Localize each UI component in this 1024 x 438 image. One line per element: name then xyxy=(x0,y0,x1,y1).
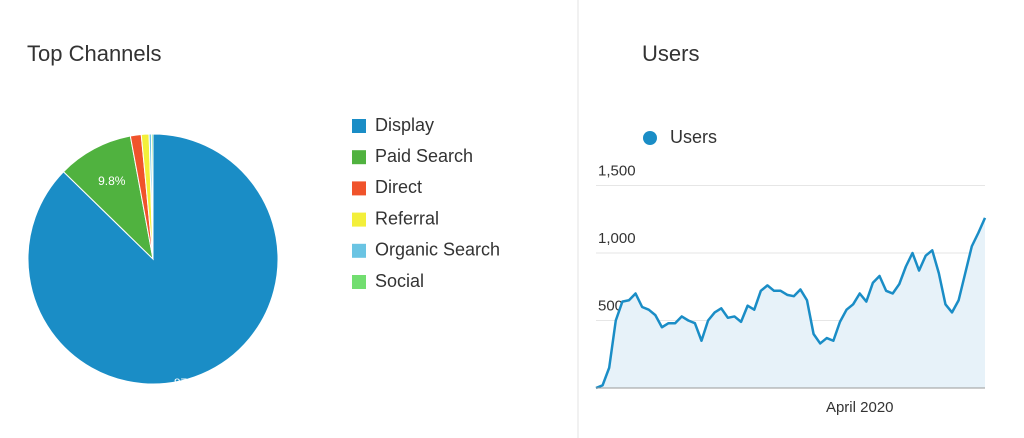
legend-swatch xyxy=(352,119,366,133)
legend-label: Paid Search xyxy=(375,146,473,166)
x-tick-label: April 2020 xyxy=(826,399,894,416)
chart-title: Users xyxy=(642,41,699,66)
legend-swatch xyxy=(352,181,366,196)
legend-label: Organic Search xyxy=(375,240,500,260)
area xyxy=(596,217,985,388)
legend-label: Users xyxy=(670,127,717,147)
legend-swatch xyxy=(352,212,366,227)
value-label: 87.3% xyxy=(174,376,208,390)
pie-slice xyxy=(150,133,154,260)
line xyxy=(595,217,987,390)
legend-swatch xyxy=(352,150,366,165)
legend-label: Display xyxy=(375,115,434,135)
pie-slice xyxy=(62,135,154,261)
value-label: 9.8% xyxy=(98,174,126,188)
y-tick-label: 1,500 xyxy=(598,162,636,179)
chart-title: Top Channels xyxy=(27,41,162,66)
legend-swatch xyxy=(352,275,366,289)
y-tick-label: 1,000 xyxy=(598,230,636,247)
legend-label: Social xyxy=(375,271,424,291)
legend-marker xyxy=(643,131,657,145)
y-tick-label: 500 xyxy=(598,297,623,314)
legend-swatch xyxy=(352,243,366,258)
legend-label: Referral xyxy=(375,208,439,228)
legend-label: Direct xyxy=(375,177,422,197)
